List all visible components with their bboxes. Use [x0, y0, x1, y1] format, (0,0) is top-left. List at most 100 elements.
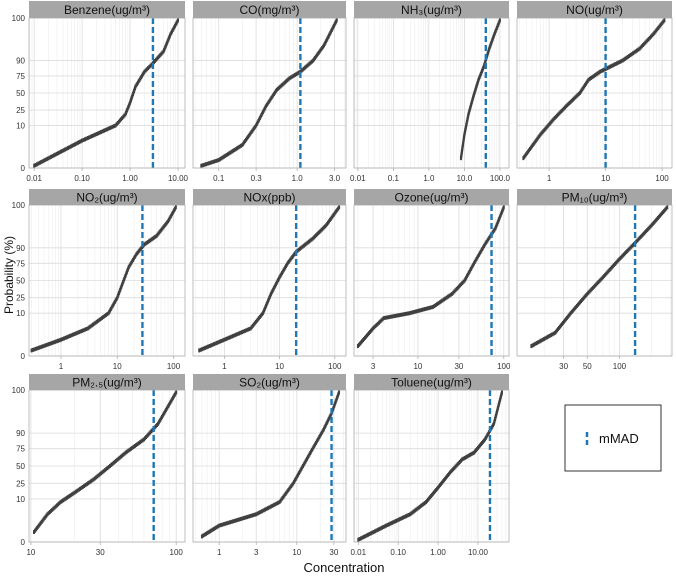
- data-point: [659, 23, 662, 28]
- data-point: [62, 336, 65, 341]
- data-point: [467, 453, 470, 458]
- facet-title: NO(ug/m³): [566, 3, 623, 17]
- x-tick-label: 10.0: [457, 174, 473, 183]
- data-point: [235, 332, 238, 337]
- data-point: [370, 328, 373, 333]
- y-tick-label: 75: [16, 72, 25, 81]
- data-point: [611, 264, 614, 269]
- data-point: [576, 93, 579, 98]
- data-point: [150, 237, 153, 242]
- data-point: [256, 511, 259, 516]
- data-point: [99, 316, 102, 321]
- data-point: [206, 531, 209, 536]
- data-point: [240, 330, 243, 335]
- data-point: [457, 284, 460, 289]
- data-point: [92, 477, 95, 482]
- data-point: [452, 466, 455, 471]
- data-point: [57, 151, 60, 156]
- data-point: [436, 486, 439, 491]
- data-point: [200, 534, 203, 539]
- data-point: [108, 126, 111, 131]
- data-point: [68, 145, 71, 150]
- data-point: [201, 347, 204, 352]
- data-point: [258, 510, 261, 515]
- data-point: [392, 520, 395, 525]
- data-point: [97, 318, 100, 323]
- data-point: [114, 123, 117, 128]
- data-point: [409, 512, 412, 517]
- data-point: [149, 238, 152, 243]
- data-point: [101, 470, 104, 475]
- x-tick-label: 100: [170, 548, 184, 557]
- data-point: [633, 50, 636, 55]
- y-tick-label: 0: [21, 538, 26, 547]
- data-point: [45, 157, 48, 162]
- data-point: [88, 480, 91, 485]
- data-point: [121, 453, 124, 458]
- data-point: [417, 308, 420, 313]
- data-point: [75, 141, 78, 146]
- data-point: [232, 333, 235, 338]
- data-point: [563, 105, 566, 110]
- data-point: [107, 126, 110, 131]
- data-point: [402, 515, 405, 520]
- data-point: [112, 460, 115, 465]
- data-point: [85, 136, 88, 141]
- data-point: [100, 471, 103, 476]
- data-point: [145, 240, 148, 245]
- data-point: [371, 530, 374, 535]
- x-tick-label: 1.0: [292, 174, 304, 183]
- data-point: [318, 229, 321, 234]
- y-tick-label: 90: [16, 57, 25, 66]
- data-point: [373, 325, 376, 330]
- facet-title: Benzene(ug/m³): [64, 3, 150, 17]
- data-point: [161, 50, 164, 55]
- data-point: [601, 68, 604, 73]
- data-point: [322, 225, 325, 230]
- data-point: [437, 301, 440, 306]
- data-point: [237, 145, 240, 150]
- data-point: [566, 103, 569, 108]
- data-point: [430, 305, 433, 310]
- gridlines: [29, 204, 185, 357]
- data-point: [98, 472, 101, 477]
- data-point: [217, 158, 220, 163]
- data-point: [443, 478, 446, 483]
- data-point: [655, 217, 658, 222]
- data-point: [146, 240, 149, 245]
- data-point: [69, 493, 72, 498]
- data-point: [399, 516, 402, 521]
- y-tick-label: 90: [16, 429, 25, 438]
- data-point: [360, 339, 363, 344]
- data-point: [385, 523, 388, 528]
- x-tick-label: 10.00: [468, 548, 489, 557]
- data-point: [104, 313, 107, 318]
- data-point: [654, 29, 657, 34]
- data-point: [285, 79, 288, 84]
- data-point: [423, 500, 426, 505]
- data-point: [249, 326, 252, 331]
- data-point: [661, 20, 664, 25]
- data-point: [286, 78, 289, 83]
- data-point: [39, 345, 42, 350]
- data-point: [247, 514, 250, 519]
- data-point: [63, 497, 66, 502]
- data-point: [309, 238, 312, 243]
- data-point: [50, 508, 53, 513]
- data-point: [570, 98, 573, 103]
- data-point: [205, 345, 208, 350]
- data-point: [603, 274, 606, 279]
- data-point: [206, 161, 209, 166]
- data-point: [381, 317, 384, 322]
- data-point: [106, 466, 109, 471]
- data-point: [369, 531, 372, 536]
- data-point: [95, 132, 98, 137]
- data-point: [82, 328, 85, 333]
- data-point: [646, 227, 649, 232]
- data-point: [265, 506, 268, 511]
- gridlines: [354, 389, 509, 543]
- data-point: [453, 289, 456, 294]
- data-point: [133, 443, 136, 448]
- data-point: [651, 33, 654, 38]
- data-point: [266, 506, 269, 511]
